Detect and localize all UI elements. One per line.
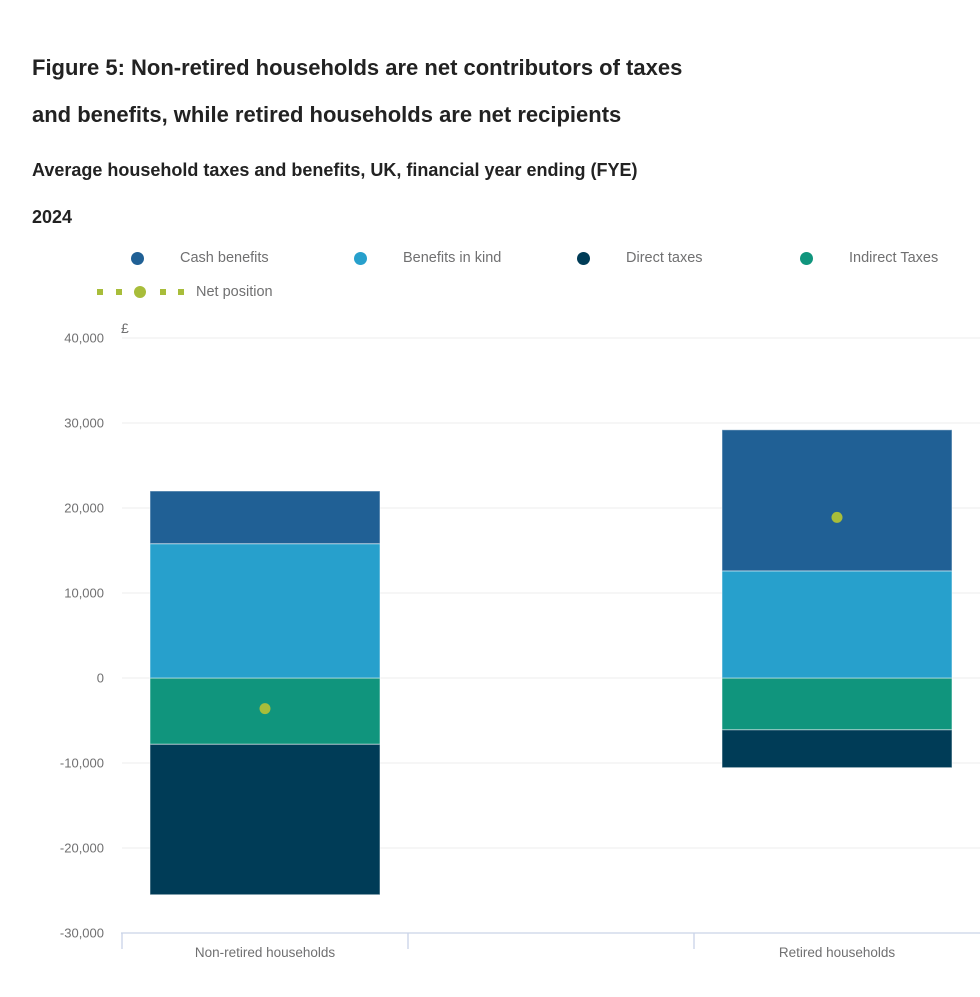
bar-segment[interactable]	[149, 743, 381, 896]
legend-item-net-position: Net position	[97, 282, 273, 302]
legend-marker-circle-icon	[131, 251, 144, 265]
y-axis-tick-label: -30,000	[60, 926, 104, 941]
figure-title: Figure 5: Non-retired households are net…	[32, 44, 962, 138]
net-marker-dash	[160, 289, 166, 295]
y-axis-tick-label: -10,000	[60, 756, 104, 771]
net-marker-dash	[97, 289, 103, 295]
legend-item-benefits-in-kind: Benefits in kind	[354, 248, 501, 268]
stacked-bar-chart: 40,000 30,000 20,000 10,000 0 -10,000 -20,000 -…	[60, 320, 980, 960]
figure-subtitle-line-2: 2024	[32, 206, 73, 227]
bar-segment[interactable]	[149, 543, 381, 679]
y-axis-tick-label: 20,000	[64, 501, 104, 516]
net-marker-dash	[178, 289, 184, 295]
legend-marker-circle-icon	[800, 251, 813, 265]
legend-label: Net position	[196, 284, 273, 300]
legend-label: Benefits in kind	[403, 250, 502, 266]
bar-segment[interactable]	[149, 490, 381, 545]
bar-segment[interactable]	[721, 570, 953, 679]
legend-marker-dashed-dot-icon	[97, 282, 187, 302]
net-marker-dot	[134, 286, 146, 298]
net-position-dot[interactable]	[831, 511, 843, 523]
figure-title-line-2: and benefits, while retired households a…	[32, 101, 622, 127]
category-label: Retired households	[779, 945, 896, 960]
y-axis-tick-label: -20,000	[60, 841, 104, 856]
bar-segment[interactable]	[721, 429, 953, 572]
net-position-dot[interactable]	[259, 703, 271, 715]
legend-label: Cash benefits	[180, 250, 269, 266]
legend-item-indirect-taxes: Indirect Taxes	[800, 248, 938, 268]
legend-marker-circle-icon	[577, 251, 590, 265]
bar-segment[interactable]	[721, 677, 953, 731]
legend-item-direct-taxes: Direct taxes	[577, 248, 703, 268]
figure-title-line-1: Figure 5: Non-retired households are net…	[32, 54, 683, 80]
y-axis-unit-label: £	[121, 320, 129, 336]
legend-label: Indirect Taxes	[849, 250, 939, 266]
bar-segment[interactable]	[721, 729, 953, 769]
y-axis-tick-label: 40,000	[64, 331, 104, 346]
legend-marker-circle-icon	[354, 251, 367, 265]
legend-item-cash-benefits: Cash benefits	[131, 248, 269, 268]
figure-subtitle-line-1: Average household taxes and benefits, UK…	[32, 159, 638, 180]
category-label: Non-retired households	[195, 945, 336, 960]
figure-subtitle: Average household taxes and benefits, UK…	[32, 147, 962, 241]
y-axis-tick-label: 0	[97, 671, 104, 686]
legend-label: Direct taxes	[626, 250, 703, 266]
y-axis-tick-label: 10,000	[64, 586, 104, 601]
net-marker-dash	[116, 289, 122, 295]
y-axis-tick-label: 30,000	[64, 416, 104, 431]
